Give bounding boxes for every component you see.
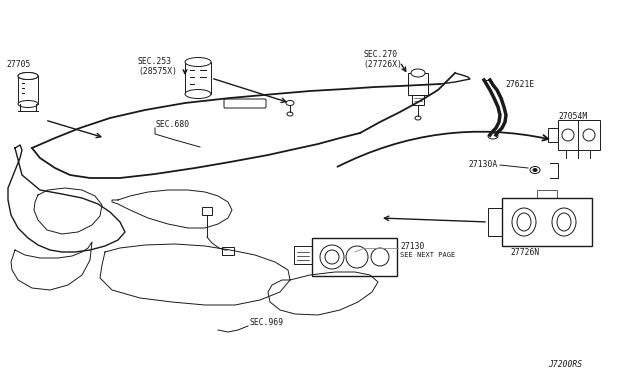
Ellipse shape xyxy=(18,73,38,80)
Text: (27726X): (27726X) xyxy=(363,60,402,69)
Text: SEC.680: SEC.680 xyxy=(155,120,189,129)
Text: 27705: 27705 xyxy=(6,60,30,69)
Text: 27130: 27130 xyxy=(400,242,424,251)
Text: 27726N: 27726N xyxy=(510,248,540,257)
Text: SEC.969: SEC.969 xyxy=(250,318,284,327)
Text: 27621E: 27621E xyxy=(505,80,534,89)
Ellipse shape xyxy=(18,100,38,108)
Ellipse shape xyxy=(532,168,538,172)
Text: (28575X): (28575X) xyxy=(138,67,177,76)
Ellipse shape xyxy=(411,69,425,77)
Text: SEC.270: SEC.270 xyxy=(363,50,397,59)
Text: SEC.253: SEC.253 xyxy=(138,57,172,66)
Ellipse shape xyxy=(185,58,211,67)
Text: J7200RS: J7200RS xyxy=(548,360,582,369)
Text: SEE NEXT PAGE: SEE NEXT PAGE xyxy=(400,252,455,258)
Text: 27130A: 27130A xyxy=(468,160,497,169)
Text: 27054M: 27054M xyxy=(558,112,588,121)
Ellipse shape xyxy=(185,90,211,99)
